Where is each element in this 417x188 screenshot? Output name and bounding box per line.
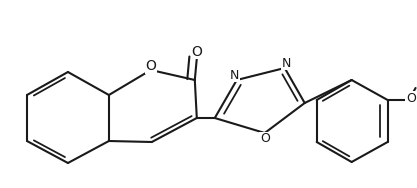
Text: O: O	[406, 92, 416, 105]
Text: O: O	[191, 45, 202, 59]
Text: N: N	[282, 57, 291, 70]
Text: N: N	[230, 69, 239, 82]
Text: O: O	[146, 59, 156, 73]
Text: O: O	[260, 132, 270, 145]
